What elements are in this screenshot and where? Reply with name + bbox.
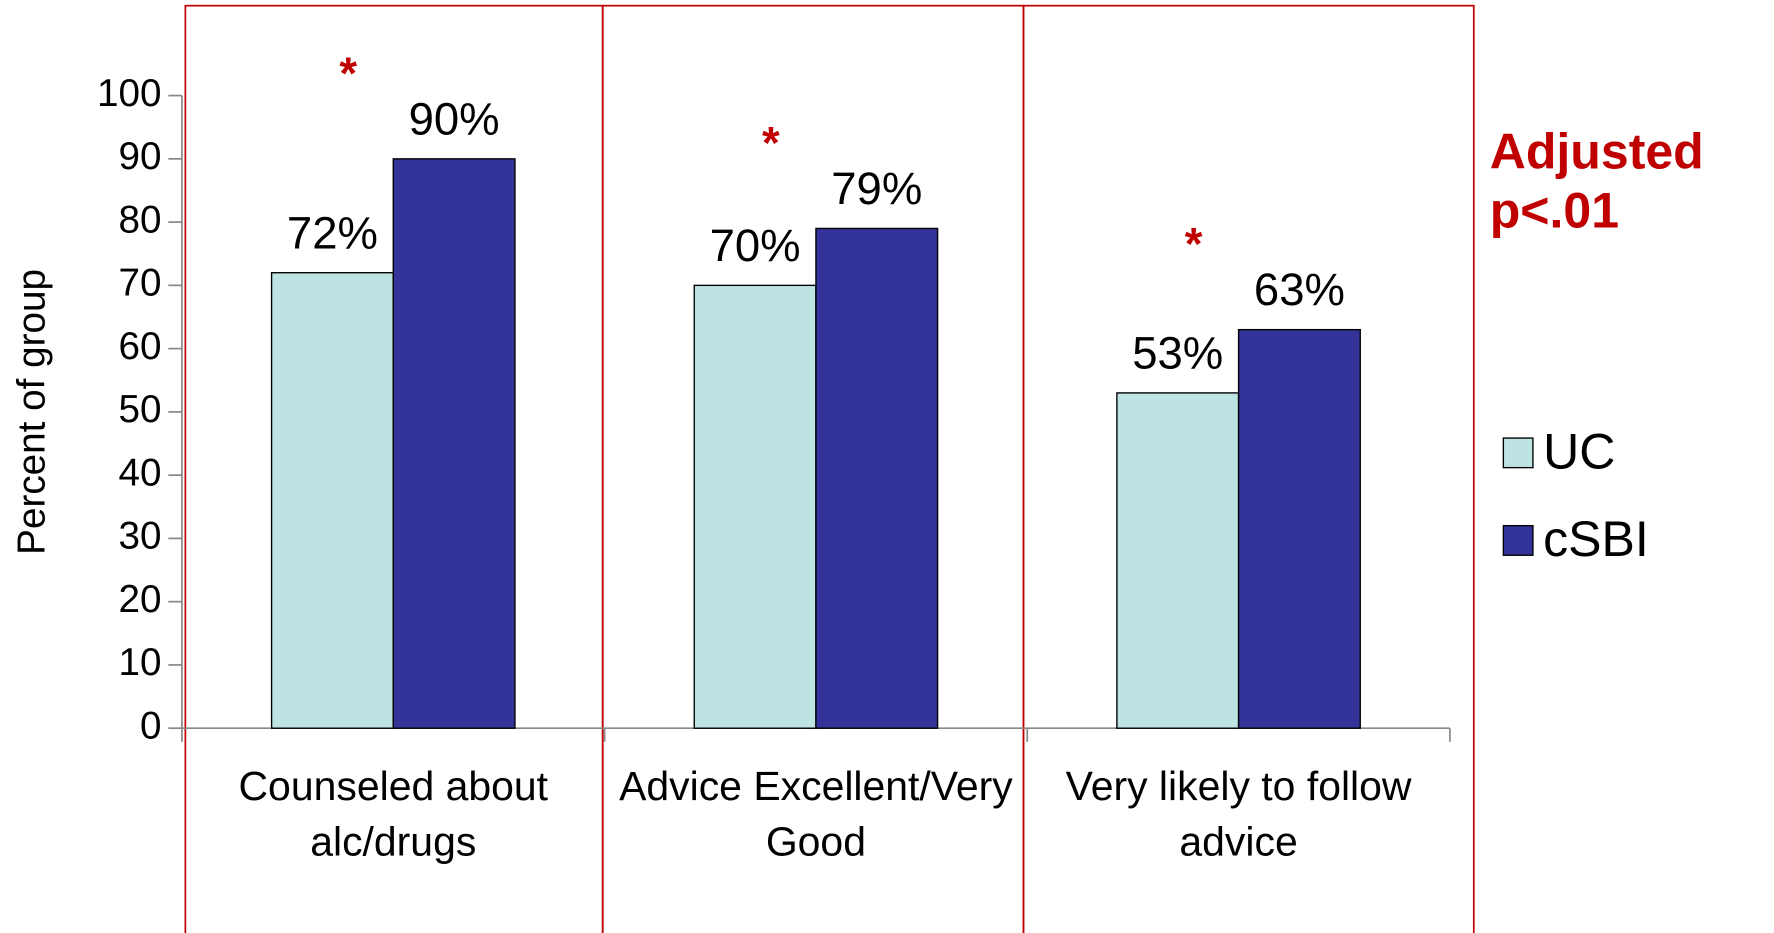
y-tick-label: 90 — [118, 135, 161, 178]
legend-label: cSBI — [1543, 511, 1649, 567]
y-tick-label: 30 — [118, 515, 161, 558]
value-label: 70% — [710, 220, 801, 271]
annotation: Adjusted p<.01 — [1489, 124, 1704, 239]
bar — [392, 158, 516, 729]
bar — [1116, 392, 1240, 729]
bar — [693, 284, 817, 729]
bar — [270, 272, 394, 729]
y-axis-title: Percent of group — [10, 269, 53, 555]
y-tick-label: 70 — [118, 262, 161, 305]
x-tick-label: Very likely to follow advice — [1065, 762, 1412, 865]
y-tick-label: 10 — [118, 641, 161, 684]
annotation-box: Adjusted p<.01 — [1489, 124, 1704, 239]
y-tick-label: 50 — [118, 388, 161, 431]
value-label: 63% — [1254, 264, 1345, 315]
legend-swatch — [1502, 437, 1534, 469]
bar — [1237, 328, 1361, 729]
x-tick-label-box: Advice Excellent/Very Good — [619, 762, 1013, 865]
value-label: 90% — [409, 93, 500, 144]
y-tick-label: 80 — [118, 198, 161, 241]
value-label: 72% — [287, 207, 378, 258]
x-tick-label-box: Very likely to follow advice — [1065, 762, 1412, 865]
significance-marker: * — [1185, 219, 1203, 270]
y-tick-label: 20 — [118, 578, 161, 621]
y-tick-label: 100 — [97, 72, 161, 115]
y-tick-label: 0 — [140, 704, 161, 747]
significance-marker: * — [762, 118, 780, 169]
value-label: 53% — [1132, 328, 1223, 379]
legend-swatch — [1502, 524, 1534, 556]
panel-frame — [1022, 4, 1475, 933]
y-tick-label: 40 — [118, 451, 161, 494]
x-tick-label: Advice Excellent/Very Good — [619, 762, 1013, 865]
significance-marker: * — [339, 48, 357, 99]
value-label: 79% — [831, 163, 922, 214]
y-tick-label: 60 — [118, 325, 161, 368]
x-tick-label: Counseled about alc/drugs — [238, 762, 549, 865]
legend-label: UC — [1543, 423, 1615, 479]
bar — [815, 227, 939, 729]
x-tick-label-box: Counseled about alc/drugs — [238, 762, 549, 865]
